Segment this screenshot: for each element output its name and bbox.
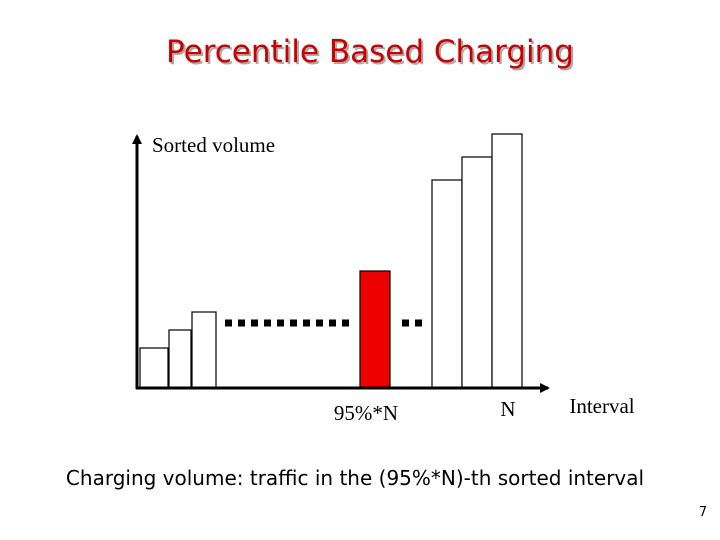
caption: Charging volume: traffic in the (95%*N)-…	[66, 466, 644, 490]
y-axis-label: Sorted volume	[152, 133, 275, 157]
title: Percentile Based Charging	[166, 34, 574, 70]
percentile-bar	[359, 270, 391, 389]
bar	[168, 329, 192, 389]
n-label: N	[500, 397, 515, 421]
bars	[139, 133, 523, 389]
bar	[431, 179, 463, 389]
percentile-label: 95%*N	[334, 401, 398, 425]
bar	[191, 311, 217, 389]
bar	[461, 156, 493, 389]
x-axis-label: Interval	[569, 394, 634, 418]
title-shadow: Percentile Based Charging	[168, 36, 576, 72]
bar	[139, 347, 169, 389]
page-number: 7	[699, 505, 707, 520]
bar	[491, 133, 523, 389]
